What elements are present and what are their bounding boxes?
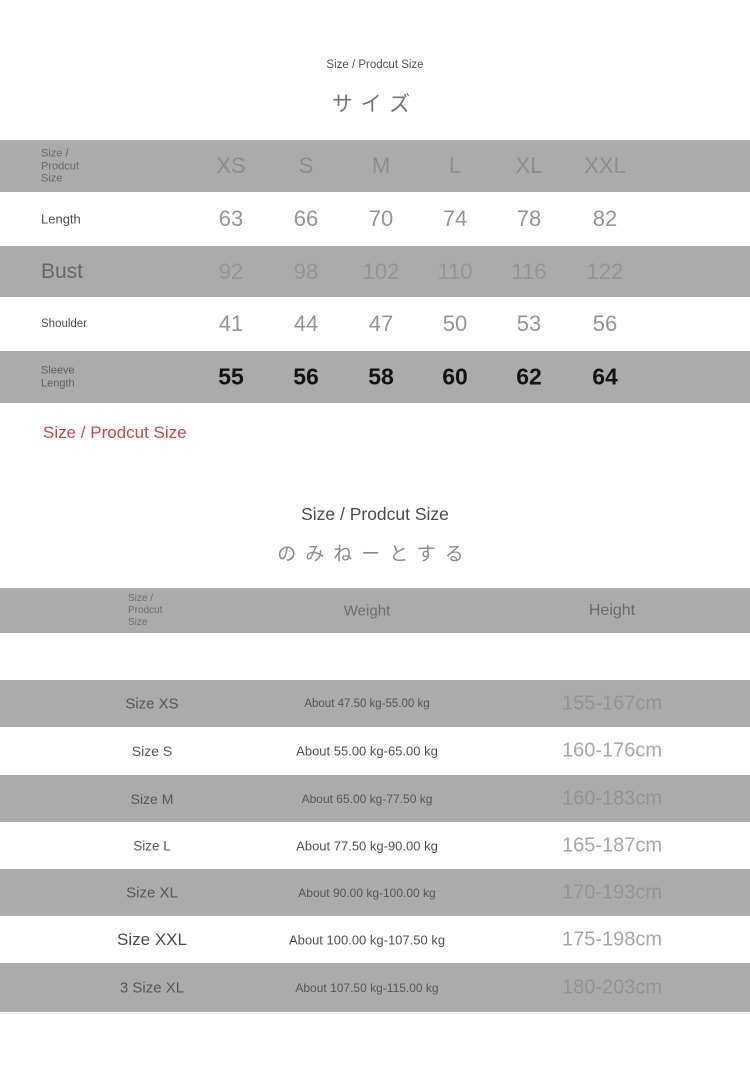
size-table-header-row: Size / Prodcut Size XS S M L XL XXL <box>0 140 750 192</box>
fit-height-s: 160-176cm <box>561 739 663 762</box>
size-section-eyebrow: Size / Prodcut Size <box>326 59 424 71</box>
shoulder-value-l: 50 <box>442 311 468 336</box>
fit-weight-m: About 65.00 kg-77.50 kg <box>301 791 433 806</box>
size-col-header-s: S <box>298 153 314 178</box>
fit-row-l: Size L About 77.50 kg-90.00 kg 165-187cm <box>0 822 750 869</box>
shoulder-value-xs: 41 <box>218 311 244 336</box>
fit-section-subheading-japanese: のみねーとする <box>277 544 473 565</box>
length-value-xs: 63 <box>218 206 244 231</box>
length-value-xxl: 82 <box>592 206 618 231</box>
sleeve-value-s: 56 <box>293 363 319 390</box>
row-label-length: Length <box>41 211 81 227</box>
bust-value-xl: 116 <box>511 258 547 284</box>
sleeve-value-xxl: 64 <box>592 363 618 390</box>
fit-weight-xl: About 90.00 kg-100.00 kg <box>298 885 436 900</box>
measurement-row-length: Length 63 66 70 74 78 82 <box>0 192 750 246</box>
bust-value-l: 110 <box>437 258 473 284</box>
fit-size-label-xs: Size XS <box>125 695 179 712</box>
length-value-xl: 78 <box>516 206 542 231</box>
shoulder-value-xxl: 56 <box>592 311 618 336</box>
fit-col-header-height: Height <box>588 601 636 619</box>
length-value-s: 66 <box>293 206 319 231</box>
bottom-divider <box>0 1013 750 1014</box>
fit-corner-line-2: Prodcut <box>128 604 163 616</box>
fit-table-corner-label: Size / Prodcut Size <box>128 593 162 629</box>
fit-height-xl: 170-193cm <box>561 881 663 903</box>
shoulder-value-m: 47 <box>368 311 394 336</box>
corner-line-1: Size / <box>41 147 69 160</box>
sleeve-value-l: 60 <box>442 363 468 390</box>
measurement-row-sleeve-length: Sleeve Length 55 56 58 60 62 64 <box>0 351 750 403</box>
size-table-corner-label: Size / Prodcut Size <box>41 147 79 185</box>
fit-table-header-row: Size / Prodcut Size Weight Height <box>0 588 750 633</box>
row-label-sleeve-length: Sleeve Length <box>41 365 75 390</box>
fit-row-xxl: Size XXL About 100.00 kg-107.50 kg 175-1… <box>0 916 750 963</box>
fit-row-xs: Size XS About 47.50 kg-55.00 kg 155-167c… <box>0 680 750 727</box>
row-label-bust: Bust <box>41 259 84 283</box>
sleeve-label-line-1: Sleeve <box>41 364 75 377</box>
size-col-header-xxl: XXL <box>584 153 626 178</box>
fit-size-label-xl: Size XL <box>126 884 178 901</box>
corner-line-2: Prodcut <box>41 159 79 172</box>
size-section-title-japanese: サイズ <box>331 93 419 116</box>
length-value-m: 70 <box>368 206 394 231</box>
fit-size-label-s: Size S <box>131 743 173 759</box>
shoulder-value-xl: 53 <box>516 311 542 336</box>
sleeve-value-m: 58 <box>368 363 394 390</box>
size-col-header-xl: XL <box>515 153 543 178</box>
shoulder-value-s: 44 <box>293 311 319 336</box>
fit-height-xxl: 175-198cm <box>561 928 663 950</box>
length-value-l: 74 <box>442 206 468 231</box>
fit-col-header-weight: Weight <box>343 602 391 619</box>
sleeve-value-xl: 62 <box>516 363 542 390</box>
sleeve-label-line-2: Length <box>41 377 75 389</box>
fit-height-3xl: 180-203cm <box>561 976 663 998</box>
size-col-header-l: L <box>448 153 462 178</box>
size-col-header-xs: XS <box>216 153 246 178</box>
fit-corner-line-1: Size / <box>128 592 154 604</box>
fit-corner-line-3: Size <box>128 616 148 628</box>
fit-height-l: 165-187cm <box>561 834 663 856</box>
fit-size-label-m: Size M <box>130 790 174 807</box>
bust-value-m: 102 <box>362 258 400 284</box>
fit-weight-s: About 55.00 kg-65.00 kg <box>296 743 438 759</box>
fit-size-label-xxl: Size XXL <box>117 929 187 949</box>
fit-row-3xl: 3 Size XL About 107.50 kg-115.00 kg 180-… <box>0 963 750 1012</box>
fit-size-label-l: Size L <box>133 838 171 853</box>
bust-value-s: 98 <box>293 258 319 284</box>
fit-weight-xs: About 47.50 kg-55.00 kg <box>304 697 430 710</box>
row-label-shoulder: Shoulder <box>41 318 88 330</box>
size-note-red: Size / Prodcut Size <box>43 423 187 442</box>
fit-weight-l: About 77.50 kg-90.00 kg <box>296 838 438 853</box>
size-col-header-m: M <box>371 153 391 178</box>
fit-row-m: Size M About 65.00 kg-77.50 kg 160-183cm <box>0 775 750 822</box>
sleeve-value-xs: 55 <box>218 363 244 390</box>
corner-line-3: Size <box>41 172 63 185</box>
measurement-row-shoulder: Shoulder 41 44 47 50 53 56 <box>0 297 750 351</box>
fit-weight-3xl: About 107.50 kg-115.00 kg <box>295 980 439 995</box>
fit-size-label-3xl: 3 Size XL <box>119 979 185 996</box>
fit-section-heading: Size / Prodcut Size <box>301 504 449 524</box>
bust-value-xxl: 122 <box>586 258 624 284</box>
fit-row-xl: Size XL About 90.00 kg-100.00 kg 170-193… <box>0 869 750 916</box>
fit-height-m: 160-183cm <box>561 787 663 809</box>
bust-value-xs: 92 <box>218 258 244 284</box>
fit-weight-xxl: About 100.00 kg-107.50 kg <box>288 932 446 947</box>
fit-row-s: Size S About 55.00 kg-65.00 kg 160-176cm <box>0 727 750 775</box>
measurement-row-bust: Bust 92 98 102 110 116 122 <box>0 246 750 297</box>
fit-height-xs: 155-167cm <box>561 692 663 714</box>
